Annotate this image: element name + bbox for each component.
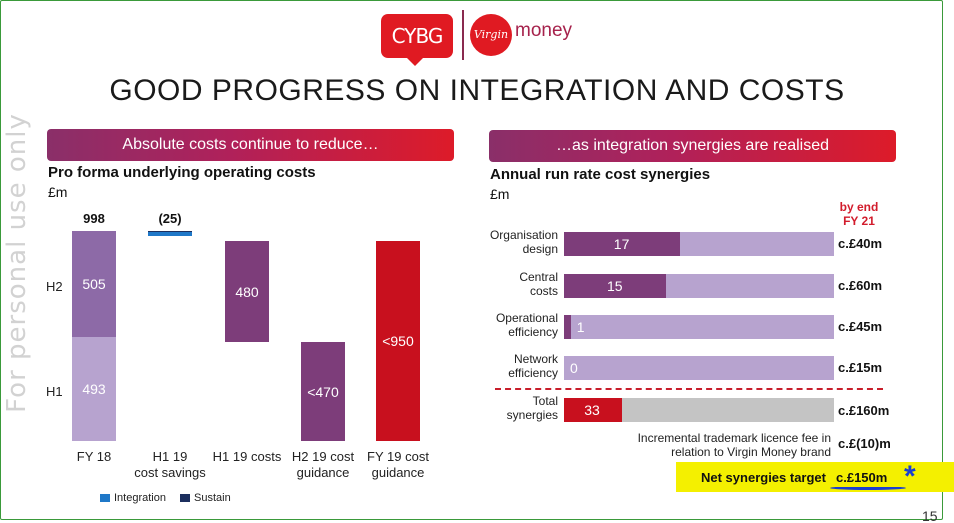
legend-sustain-label: Sustain [194,492,231,504]
savings-sustain-bar [148,231,192,232]
fy19-guidance-bar [376,241,420,441]
achieved-bar-0 [564,232,680,256]
fy18-h1-bar [72,337,116,441]
sustain-swatch [180,494,190,502]
total-label-line2: synergies [506,408,558,422]
achieved-bar-2 [564,315,571,339]
legend-sustain: Sustain [180,492,231,504]
h1-19-costs-bar [225,241,269,343]
row-label-1-line2: costs [529,284,558,298]
h2-row-label: H2 [46,279,63,294]
target-value-2: c.£45m [838,319,883,334]
target-header-line1: by end [839,200,879,214]
x-label-3: H2 19 cost guidance [278,449,368,481]
legend-integration: Integration [100,492,166,504]
row-label-2-line1: Operational [495,311,558,325]
achieved-bar-1 [564,274,666,298]
achieved-value-1: 15 [607,278,623,294]
total-achieved-value: 33 [584,402,600,418]
h2-19-guidance-bar [301,342,345,441]
target-bar-3 [564,356,834,380]
fy18-h2-value: 505 [82,276,106,293]
total-label: Total synergies [470,394,558,422]
slide-title: GOOD PROGRESS ON INTEGRATION AND COSTS [109,74,845,107]
x-label-4: FY 19 cost guidance [353,449,443,481]
total-divider [495,388,883,390]
x-label-0: FY 18 [49,449,139,465]
x-label-1: H1 19 cost savings [125,449,215,481]
savings-total-label: (25) [158,211,182,226]
fy18-total-label: 998 [83,211,105,226]
trademark-note-line2: relation to Virgin Money brand [671,445,831,459]
row-label-2-line2: efficiency [508,325,558,339]
x-label-line2: guidance [296,465,350,480]
row-label-0-line1: Organisation [489,228,558,242]
x-label-line1: FY 18 [76,449,112,464]
x-label-line1: H1 19 costs [212,449,282,464]
trademark-value: c.£(10)m [838,436,891,451]
row-label-1: Central costs [470,270,558,298]
x-label-line1: H1 19 [152,449,188,464]
achieved-value-2: 1 [576,319,585,335]
left-chart-title: Pro forma underlying operating costs [48,164,316,181]
x-label-line1: FY 19 cost [367,449,429,464]
page-number: 15 [922,508,938,523]
trademark-note-line1: Incremental trademark licence fee in [637,431,831,445]
legend-integration-label: Integration [114,492,166,504]
row-label-0: Organisation design [470,228,558,256]
h2-19-guidance-value: <470 [307,383,339,400]
h1-19-costs-value: 480 [235,283,259,300]
right-chart-unit: £m [490,186,510,202]
total-target-value: c.£160m [838,403,890,418]
target-header: by end FY 21 [826,200,892,228]
left-chart-unit: £m [48,184,68,200]
x-label-line2: cost savings [134,465,206,480]
money-wordmark: money [515,20,573,41]
target-value-3: c.£15m [838,360,883,375]
x-label-2: H1 19 costs [202,449,292,465]
right-banner: …as integration synergies are realised [489,130,896,162]
row-label-3-line1: Network [513,352,558,366]
integration-swatch [100,494,110,502]
savings-integration-bar [148,231,192,237]
row-label-3: Network efficiency [470,352,558,380]
fy18-h1-value: 493 [82,381,106,398]
row-label-0-line2: design [522,242,558,256]
left-banner: Absolute costs continue to reduce… [47,129,454,161]
target-value-0: c.£40m [838,236,883,251]
x-label-line2: guidance [371,465,425,480]
row-label-2: Operational efficiency [470,311,558,339]
virgin-logo: Virgin [470,14,512,56]
net-target-value: c.£150m [836,470,888,485]
target-value-1: c.£60m [838,278,883,293]
row-label-3-line2: efficiency [508,366,558,380]
trademark-note: Incremental trademark licence fee in rel… [560,431,831,459]
h1-row-label: H1 [46,384,63,399]
target-header-line2: FY 21 [843,214,875,228]
achieved-value-0: 17 [613,236,630,252]
watermark: For personal use only [2,113,32,413]
total-label-line1: Total [532,394,558,408]
logo-divider [462,10,464,60]
fy18-h2-bar [72,231,116,338]
right-chart-title: Annual run rate cost synergies [490,166,711,183]
x-label-line1: H2 19 cost [291,449,355,464]
net-target-highlight [676,462,954,492]
target-bar-2 [564,315,834,339]
net-target-label: Net synergies target [701,470,826,485]
achieved-value-3: 0 [570,360,578,376]
fy19-guidance-value: <950 [382,333,414,350]
row-label-1-line1: Central [519,270,558,284]
handwritten-underline [830,486,906,490]
cybg-logo: CYBG [381,14,453,66]
total-achieved-bar [564,398,623,422]
asterisk-annotation: * [904,460,916,493]
